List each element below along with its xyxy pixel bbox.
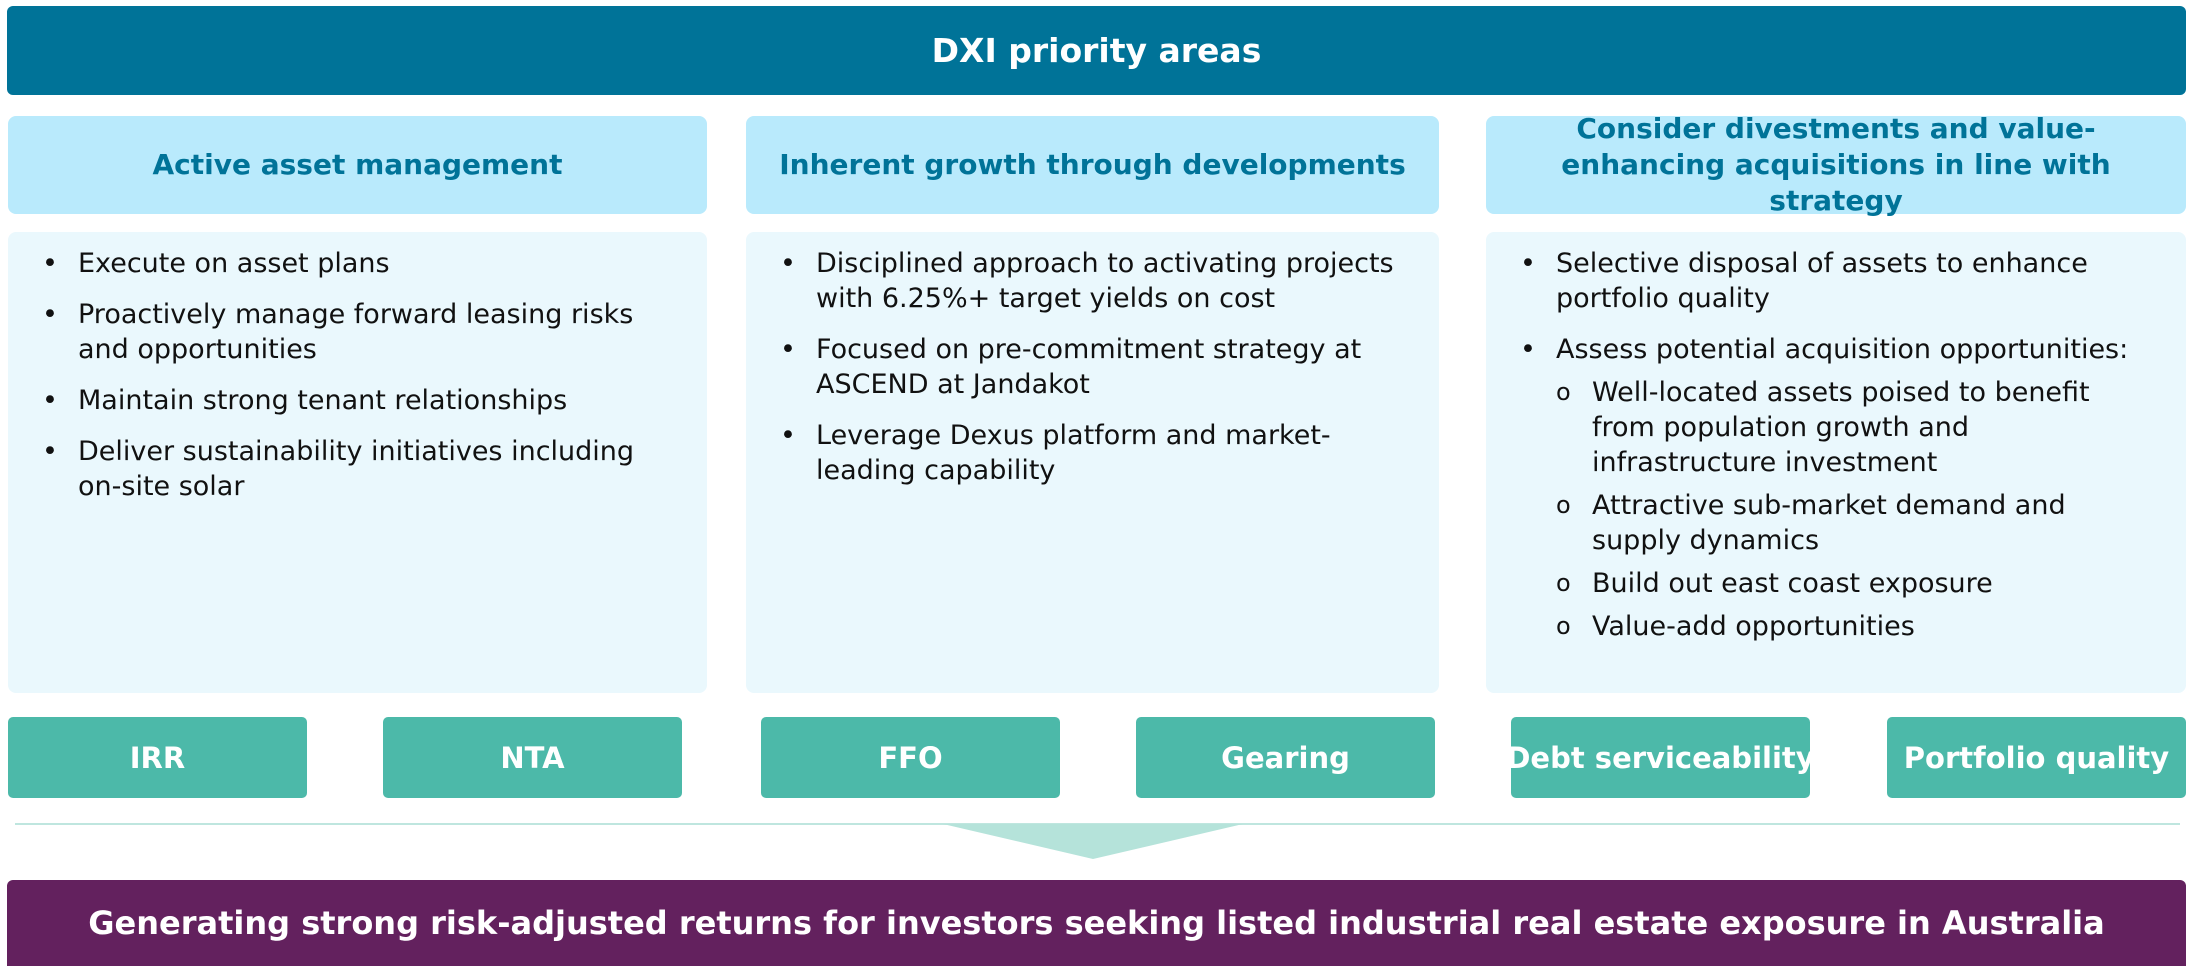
column-body: • Selective disposal of assets to enhance… [1486,232,2186,693]
title: DXI priority areas [931,31,1262,70]
sub-bullet: o Well-located assets poised to benefit f… [1556,375,2146,480]
bullet-text: Proactively manage forward leasing risks… [78,299,634,365]
bullet-text: Maintain strong tenant relationships [78,385,568,416]
bullet-text: Execute on asset plans [78,248,390,279]
sub-marker: o [1556,491,1571,519]
bullet-text: Leverage Dexus platform and market-leadi… [816,420,1331,486]
bullet-dot: • [42,299,58,330]
bullet: • Leverage Dexus platform and market-lead… [746,418,1399,488]
footer: Generating strong risk-adjusted returns … [88,904,2105,942]
bullet-dot: • [780,334,796,365]
sub-bullet-text: Well-located assets poised to benefit fr… [1592,377,2090,478]
bullet: • Assess potential acquisition opportunit… [1486,332,2146,644]
title-bar: DXI priority areas [7,6,2186,95]
bullet-dot: • [1520,334,1536,365]
bullet-dot: • [42,436,58,467]
sub-bullet-text: Value-add opportunities [1592,611,1915,642]
bullet-text: Disciplined approach to activating proje… [816,248,1394,314]
column-heading: Active asset management [8,116,707,214]
sub-bullet: o Attractive sub-market demand and supply… [1556,488,2146,558]
column-heading: Consider divestments and value-enhancing… [1486,112,2186,217]
sub-bullet: o Value-add opportunities [1556,609,2146,644]
bullet-text: Assess potential acquisition opportuniti… [1556,334,2129,365]
footer-bar: Generating strong risk-adjusted returns … [7,880,2186,966]
bullet: • Maintain strong tenant relationships [8,383,667,418]
bullet-text: Selective disposal of assets to enhance … [1556,248,2088,314]
sub-marker: o [1556,569,1571,597]
bullet: • Proactively manage forward leasing risk… [8,297,667,367]
bullet-dot: • [42,248,58,279]
sub-marker: o [1556,612,1571,640]
connector [15,823,2180,859]
bullet-text: Focused on pre-commitment strategy at AS… [816,334,1362,400]
arrow [943,824,1243,859]
column-body: • Disciplined approach to activating proj… [746,232,1439,693]
metric: Gearing [1136,717,1435,798]
bullet-dot: • [1520,248,1536,279]
bullet: • Deliver sustainability initiatives incl… [8,434,667,504]
metric: IRR [8,717,307,798]
sub-bullet-text: Attractive sub-market demand and supply … [1592,490,2066,556]
column-body: • Execute on asset plans • Proactively mana… [8,232,707,693]
bullet-text: Deliver sustainability initiatives inclu… [78,436,635,502]
metric: NTA [383,717,682,798]
metric: FFO [761,717,1060,798]
sub-bullet-text: Build out east coast exposure [1592,568,1993,599]
bullet-dot: • [780,420,796,451]
bullet: • Execute on asset plans [8,246,667,281]
sub-bullet: o Build out east coast exposure [1556,566,2146,601]
sub-marker: o [1556,378,1571,406]
bullet: • Selective disposal of assets to enhance… [1486,246,2146,316]
metric: Debt serviceability [1506,717,1815,798]
bullet-dot: • [780,248,796,279]
bullet-dot: • [42,385,58,416]
bullet: • Disciplined approach to activating proj… [746,246,1399,316]
metric: Portfolio quality [1887,717,2186,798]
column-heading: Inherent growth through developments [746,116,1439,214]
bullet: • Focused on pre-commitment strategy at A… [746,332,1399,402]
